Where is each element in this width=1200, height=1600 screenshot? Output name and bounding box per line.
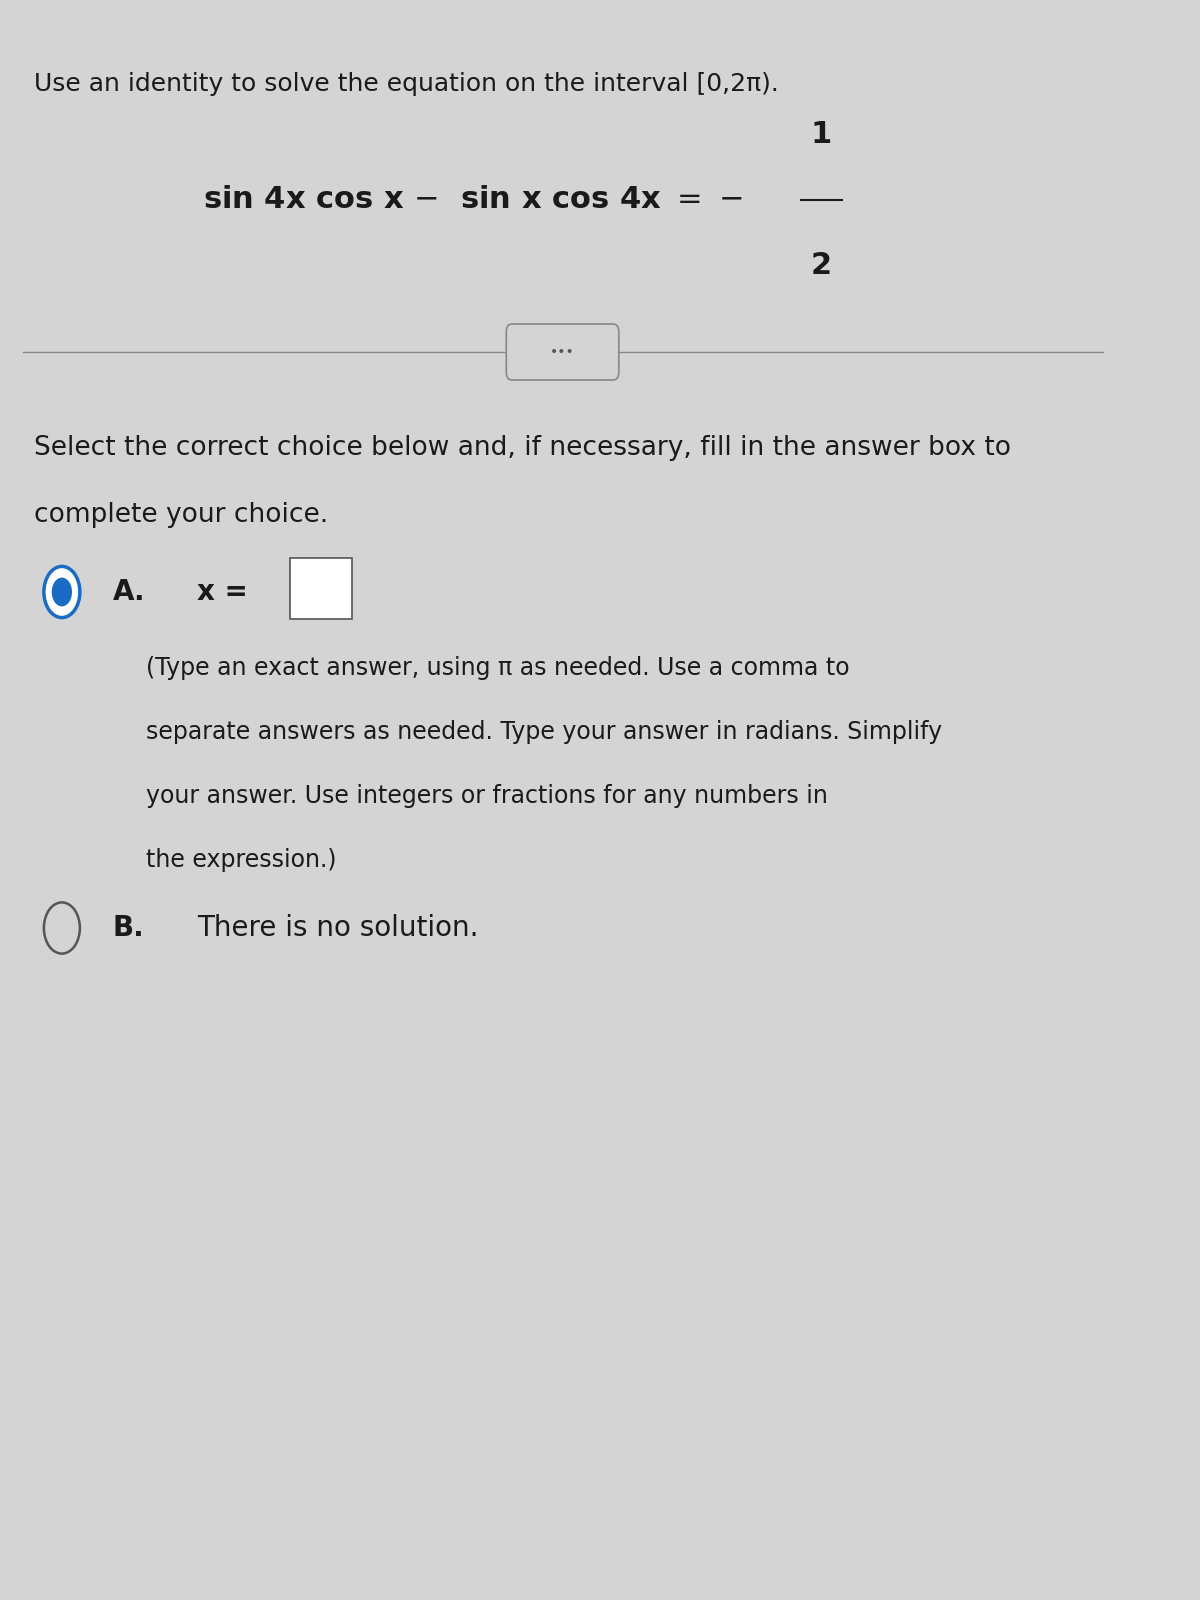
- Circle shape: [44, 902, 80, 954]
- Text: There is no solution.: There is no solution.: [197, 914, 479, 942]
- Text: your answer. Use integers or fractions for any numbers in: your answer. Use integers or fractions f…: [146, 784, 828, 808]
- FancyBboxPatch shape: [506, 323, 619, 379]
- Circle shape: [44, 566, 80, 618]
- FancyBboxPatch shape: [290, 558, 352, 619]
- Text: (Type an exact answer, using π as needed. Use a comma to: (Type an exact answer, using π as needed…: [146, 656, 850, 680]
- Text: the expression.): the expression.): [146, 848, 337, 872]
- Text: 1: 1: [811, 120, 832, 149]
- Text: B.: B.: [113, 914, 144, 942]
- Text: Select the correct choice below and, if necessary, fill in the answer box to: Select the correct choice below and, if …: [34, 435, 1010, 461]
- Text: 2: 2: [811, 251, 832, 280]
- Text: A.: A.: [113, 578, 145, 606]
- Circle shape: [52, 578, 72, 606]
- Text: separate answers as needed. Type your answer in radians. Simplify: separate answers as needed. Type your an…: [146, 720, 942, 744]
- Text: x =: x =: [197, 578, 247, 606]
- Text: Use an identity to solve the equation on the interval [0,2π).: Use an identity to solve the equation on…: [34, 72, 779, 96]
- Text: sin 4x cos x $-$  sin x cos 4x $=$ $-$: sin 4x cos x $-$ sin x cos 4x $=$ $-$: [203, 186, 743, 214]
- Text: complete your choice.: complete your choice.: [34, 502, 328, 528]
- Text: •••: •••: [550, 346, 575, 358]
